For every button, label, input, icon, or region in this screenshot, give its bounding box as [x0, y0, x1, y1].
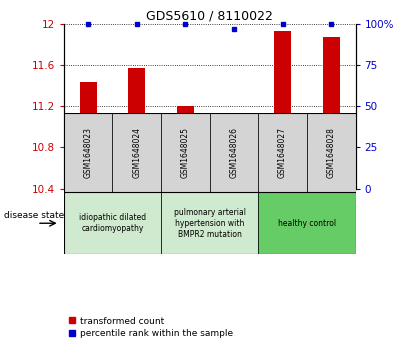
Bar [128, 68, 145, 189]
Bar [177, 106, 194, 189]
Bar [64, 113, 112, 192]
Bar [210, 113, 258, 192]
Bar [258, 113, 307, 192]
Bar [161, 113, 210, 192]
Title: GDS5610 / 8110022: GDS5610 / 8110022 [146, 9, 273, 23]
Bar [225, 180, 242, 189]
Text: healthy control: healthy control [278, 219, 336, 228]
Text: GSM1648028: GSM1648028 [327, 127, 336, 178]
Text: GSM1648025: GSM1648025 [181, 127, 190, 178]
Bar [323, 37, 340, 189]
Bar [307, 113, 356, 192]
Text: pulmonary arterial
hypertension with
BMPR2 mutation: pulmonary arterial hypertension with BMP… [173, 208, 246, 239]
Bar [79, 82, 97, 189]
Legend: transformed count, percentile rank within the sample: transformed count, percentile rank withi… [68, 317, 233, 338]
Bar [112, 113, 161, 192]
Text: GSM1648027: GSM1648027 [278, 127, 287, 178]
Text: idiopathic dilated
cardiomyopathy: idiopathic dilated cardiomyopathy [79, 213, 146, 233]
Text: disease state: disease state [4, 211, 65, 220]
Bar [274, 31, 291, 189]
Text: GSM1648026: GSM1648026 [229, 127, 238, 178]
Text: GSM1648024: GSM1648024 [132, 127, 141, 178]
Bar [161, 192, 258, 254]
Text: GSM1648023: GSM1648023 [83, 127, 92, 178]
Bar [258, 192, 356, 254]
Bar [64, 192, 161, 254]
